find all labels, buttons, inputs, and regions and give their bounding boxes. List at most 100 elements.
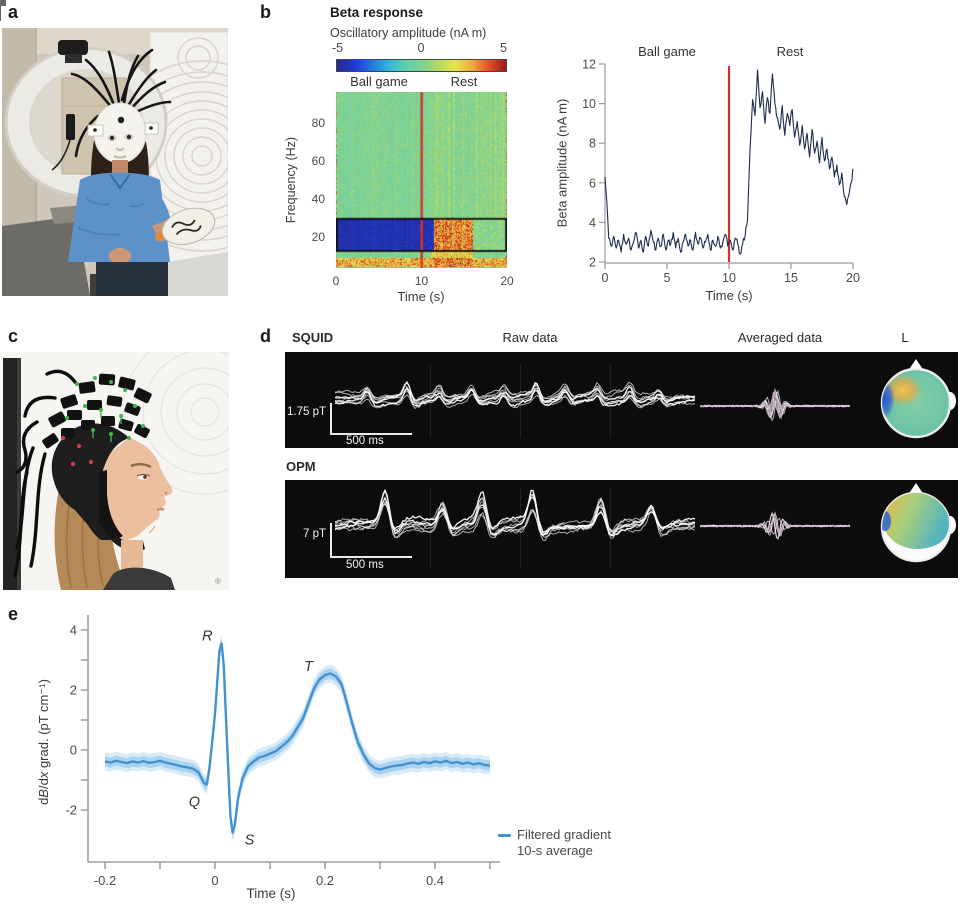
eye bbox=[143, 475, 147, 479]
svg-text:4: 4 bbox=[589, 216, 596, 230]
opm-field-map bbox=[878, 481, 956, 572]
svg-text:-2: -2 bbox=[65, 803, 77, 818]
lips bbox=[156, 507, 165, 512]
column-header-left-hemisphere: L bbox=[901, 330, 909, 345]
timeseries-ylabel: Beta amplitude (nA m) bbox=[554, 98, 570, 228]
spec-ytick-mark bbox=[0, 0, 6, 2]
face bbox=[99, 438, 173, 541]
panel-b-title: Beta response bbox=[330, 5, 424, 20]
eye bbox=[126, 134, 132, 140]
squid-averaged-trace bbox=[700, 380, 850, 432]
sensor-cables bbox=[13, 369, 77, 578]
scanner-top-camera bbox=[58, 40, 88, 55]
neck bbox=[121, 540, 143, 574]
panel-d-label: d bbox=[260, 326, 271, 346]
panel-e-label: e bbox=[8, 604, 19, 624]
participant bbox=[68, 48, 216, 296]
squid-vscale-bar bbox=[330, 403, 332, 434]
spec-xtick-mark bbox=[0, 15, 2, 21]
timeseries-condition-left: Ball game bbox=[638, 44, 696, 59]
svg-text:15: 15 bbox=[784, 271, 798, 285]
field-patch bbox=[882, 493, 949, 549]
opm-sensors bbox=[42, 373, 152, 449]
legend-text: Filtered gradient 10-s average bbox=[517, 827, 611, 860]
spectrogram-ylabel: Frequency (Hz) bbox=[284, 136, 298, 224]
column-header-raw-data: Raw data bbox=[502, 330, 558, 345]
spec-ytick-mark bbox=[0, 1, 6, 3]
wave-annotation-Q: Q bbox=[189, 795, 200, 811]
eye bbox=[109, 135, 115, 141]
field-min-blob bbox=[882, 379, 895, 419]
table-tennis-bat bbox=[155, 207, 216, 246]
svg-text:8: 8 bbox=[589, 137, 596, 151]
squid-field-map bbox=[878, 357, 956, 448]
shoulder bbox=[103, 567, 175, 590]
svg-text:-0.2: -0.2 bbox=[94, 873, 116, 888]
wave-annotation-T: T bbox=[304, 659, 314, 675]
photo-squid-meg bbox=[2, 28, 228, 296]
svg-text:20: 20 bbox=[846, 271, 860, 285]
opm-hscale-bar bbox=[330, 556, 412, 558]
svg-text:5: 5 bbox=[664, 271, 671, 285]
svg-text:10: 10 bbox=[582, 97, 596, 111]
svg-text:2: 2 bbox=[70, 683, 77, 698]
panel-a-label: a bbox=[8, 2, 19, 22]
spec-ytick-80: 80 bbox=[311, 116, 325, 131]
eyebrow bbox=[130, 463, 152, 469]
spec-xtick-0: 0 bbox=[332, 274, 340, 288]
background-pattern bbox=[122, 352, 229, 495]
svg-text:12: 12 bbox=[582, 58, 596, 72]
squid-raw-traces bbox=[335, 362, 695, 440]
photo-c-illustration: ® bbox=[3, 352, 229, 590]
spec-xtick-mark bbox=[0, 5, 2, 11]
colorbar-label: Oscillatory amplitude (nA m) bbox=[330, 26, 487, 40]
colorbar-tick-mid: 0 bbox=[417, 41, 425, 55]
svg-text:0.4: 0.4 bbox=[426, 873, 444, 888]
wave-annotation-S: S bbox=[245, 833, 255, 849]
ylabel-B: B bbox=[36, 789, 51, 798]
row-title-squid: SQUID bbox=[292, 330, 334, 345]
panel-c-label: c bbox=[8, 326, 19, 346]
svg-text:2: 2 bbox=[589, 256, 596, 270]
opm-horizontal-scale: 500 ms bbox=[346, 559, 384, 571]
equipment-pole bbox=[3, 358, 17, 590]
colorbar-tick-max: 5 bbox=[500, 41, 507, 55]
opm-vertical-scale: 7 pT bbox=[302, 528, 326, 540]
field-min-blob bbox=[882, 511, 891, 531]
ylabel-x: x bbox=[36, 771, 51, 779]
panel-b-label: b bbox=[260, 2, 271, 22]
spec-ytick-mark bbox=[0, 4, 6, 6]
row-title-opm: OPM bbox=[286, 459, 316, 474]
timeseries-condition-right: Rest bbox=[776, 44, 804, 59]
ylabel-d2: /d bbox=[36, 778, 51, 790]
svg-text:0: 0 bbox=[602, 271, 609, 285]
timeseries-xlabel: Time (s) bbox=[705, 288, 753, 303]
beta-spectrogram-heatmap bbox=[336, 92, 507, 268]
svg-text:6: 6 bbox=[589, 176, 596, 190]
svg-text:0.2: 0.2 bbox=[316, 873, 334, 888]
wave-annotation-R: R bbox=[202, 629, 213, 645]
spectrogram-condition-right: Rest bbox=[450, 74, 478, 89]
svg-text:0: 0 bbox=[211, 873, 218, 888]
spectrogram-xlabel: Time (s) bbox=[397, 289, 445, 304]
cardiac-gradient-plot: -2 0 2 4 -0.2 0 0.2 0.4 Q R S T bbox=[65, 615, 500, 888]
opm-averaged-trace bbox=[700, 500, 850, 552]
spec-xtick-20: 20 bbox=[500, 274, 514, 288]
beta-amplitude-plot: 2 4 6 8 10 12 0 5 10 15 20 bbox=[582, 58, 860, 286]
red-led-dots bbox=[60, 435, 94, 467]
ylabel-units: grad. (pT cm⁻¹) bbox=[36, 679, 51, 772]
squid-hscale-bar bbox=[330, 433, 412, 435]
squid-horizontal-scale: 500 ms bbox=[346, 435, 384, 447]
photo-watermark: ® bbox=[215, 577, 221, 586]
opm-vscale-bar bbox=[330, 523, 332, 557]
photo-a-illustration bbox=[2, 28, 228, 296]
spec-ytick-60: 60 bbox=[311, 154, 325, 169]
mcg-xlabel: Time (s) bbox=[246, 886, 296, 901]
spec-ytick-40: 40 bbox=[311, 191, 325, 206]
spec-xtick-mark bbox=[0, 10, 2, 16]
legend-line-swatch bbox=[498, 834, 511, 837]
mcg-legend: Filtered gradient 10-s average bbox=[498, 827, 611, 860]
colorbar bbox=[336, 59, 507, 72]
sensor-cables bbox=[70, 48, 172, 158]
